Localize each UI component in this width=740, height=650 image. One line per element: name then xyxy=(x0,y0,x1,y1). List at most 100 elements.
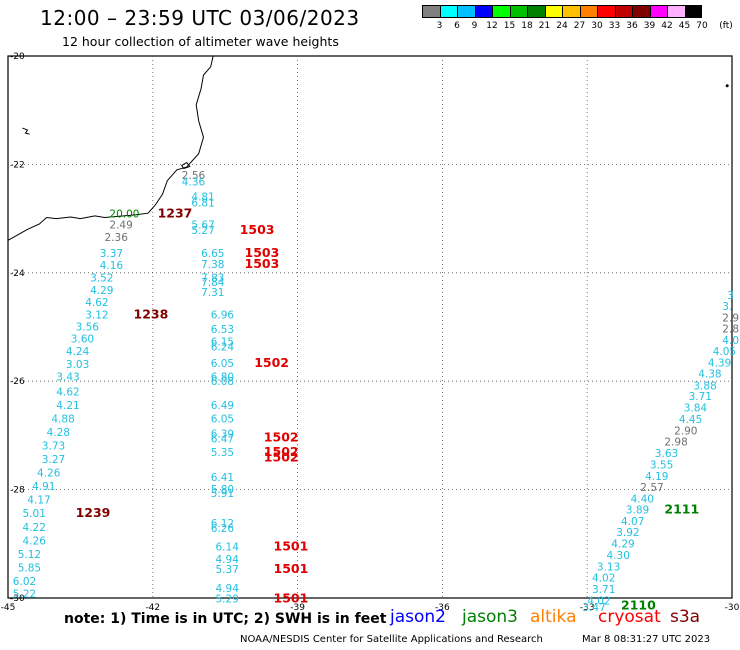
satellite-legend-jason3: jason3 xyxy=(462,607,518,627)
coastline xyxy=(7,55,729,241)
color-scale-label: 27 xyxy=(573,21,586,31)
pass-time-label: 1237 xyxy=(158,206,193,221)
wave-height-label: 3.55 xyxy=(650,460,673,472)
wave-height-label: 4.88 xyxy=(51,413,74,425)
wave-height-label: 3 xyxy=(727,290,734,302)
wave-height-label: 4.28 xyxy=(47,427,70,439)
wave-height-label: 5.67 xyxy=(191,219,214,231)
color-swatch xyxy=(457,5,475,18)
color-scale-label: 39 xyxy=(643,21,656,31)
pass-time-label: 1503 xyxy=(240,222,275,237)
pass-time-label: 1502 xyxy=(264,429,299,444)
pass-time-label: 1502 xyxy=(264,449,299,464)
island xyxy=(725,84,729,88)
wave-height-label: 20.00 xyxy=(109,209,139,221)
color-scale-label: 30 xyxy=(591,21,603,31)
map-grid xyxy=(7,55,733,599)
wave-height-label: 2.9 xyxy=(722,313,739,325)
axis-labels: -20-22-24-26-28-30-45 -42 -39 -36 -33 -30 xyxy=(1,52,740,613)
color-swatch xyxy=(422,5,440,18)
wave-height-label: 3.63 xyxy=(655,448,678,460)
color-scale-label: 24 xyxy=(556,21,568,31)
longitude-label: -36 xyxy=(435,603,450,613)
wave-height-label: 6.49 xyxy=(211,400,234,412)
wave-height-label: 6.65 xyxy=(201,248,224,260)
wave-height-label: 3.47 xyxy=(582,602,605,614)
wave-height-label: 2.56 xyxy=(182,170,206,182)
wave-height-label: 3.73 xyxy=(42,441,65,453)
pass-time-label: 2111 xyxy=(664,501,699,516)
color-swatch xyxy=(492,5,510,18)
wave-height-label: 3.27 xyxy=(42,454,65,466)
longitude-label: -45 xyxy=(1,603,16,613)
color-scale-labels: 3 6 9 12 15 18 21 24 27 30 33 36 39 42 45 70 (ft) xyxy=(422,21,740,35)
map-frame xyxy=(7,55,733,599)
wave-height-label: 3.12 xyxy=(85,309,108,321)
wave-height-label: 4.62 xyxy=(85,297,108,309)
color-swatch xyxy=(544,5,562,18)
wave-height-label: 2.57 xyxy=(640,482,663,494)
pass-time-label: 1503 xyxy=(245,245,280,260)
pass-time-label: 1501 xyxy=(274,561,309,576)
color-scale-label: 9 xyxy=(471,21,478,31)
color-scale-label: 6 xyxy=(454,21,460,31)
wave-height-label: 4.07 xyxy=(621,516,644,528)
wave-height-label: 4.21 xyxy=(56,400,79,412)
latitude-label: -26 xyxy=(10,377,25,387)
wave-height-label: 4.81 xyxy=(191,192,214,204)
wave-height-label: 4.29 xyxy=(90,285,113,297)
color-swatch xyxy=(562,5,580,18)
island xyxy=(22,127,30,135)
satellite-legend-altika: altika xyxy=(530,607,577,627)
wave-height-label: 3.71 xyxy=(592,584,615,596)
wave-height-label: 4.39 xyxy=(708,358,731,370)
latitude-label: -20 xyxy=(10,52,25,62)
wave-height-label: 5.37 xyxy=(216,564,239,576)
wave-height-label: 4.45 xyxy=(679,414,702,426)
wave-height-label: 3.92 xyxy=(616,527,639,539)
wave-height-label: 4.94 xyxy=(216,583,240,595)
wave-height-label: 2.90 xyxy=(674,425,697,437)
latitude-label: -24 xyxy=(10,269,25,279)
wave-height-label: 7.31 xyxy=(201,287,224,299)
pass-time-label: 1503 xyxy=(245,256,280,271)
wave-height-label: 5.91 xyxy=(211,488,234,500)
wave-height-label: 4.29 xyxy=(611,539,634,551)
color-scale-label: 15 xyxy=(503,21,516,31)
latitude-label: -28 xyxy=(10,486,25,496)
longitude-label: -39 xyxy=(290,603,305,613)
color-swatch xyxy=(439,5,457,18)
wave-height-label: 6.15 xyxy=(211,336,234,348)
wave-height-label: 6.02 xyxy=(13,576,36,588)
wave-height-label: 7.38 xyxy=(201,259,224,271)
wave-height-label: 5.80 xyxy=(211,484,234,496)
wave-height-label: 6.26 xyxy=(211,523,235,535)
wave-height-label: 6.08 xyxy=(211,376,234,388)
pass-time-label: 1501 xyxy=(274,538,309,553)
wave-height-label: 3.37 xyxy=(100,248,123,260)
longitude-label: -30 xyxy=(725,603,740,613)
color-swatch xyxy=(509,5,527,18)
wave-height-label: 6.39 xyxy=(211,429,234,441)
wave-height-label: 4.62 xyxy=(56,386,79,398)
coastline-path xyxy=(7,55,214,241)
satellite-legend-jason2: jason2 xyxy=(390,607,446,627)
page-title: 12:00 – 23:59 UTC 03/06/2023 xyxy=(40,6,360,30)
wave-height-label: 3.43 xyxy=(56,372,79,384)
color-swatch xyxy=(649,5,667,18)
wave-height-label: 6.81 xyxy=(191,198,214,210)
satellite-legend-s3a: s3a xyxy=(670,607,701,627)
color-swatch xyxy=(632,5,650,18)
wave-height-label: 4.26 xyxy=(23,535,47,547)
color-swatch xyxy=(597,5,615,18)
wave-height-label: 6.12 xyxy=(211,518,234,530)
longitude-label: -33 xyxy=(580,603,595,613)
color-scale-label: 21 xyxy=(538,21,551,31)
latitude-label: -22 xyxy=(10,160,25,170)
color-scale-label: 36 xyxy=(626,21,638,31)
wave-height-label: 6.24 xyxy=(211,341,235,353)
color-scale-label: 45 xyxy=(678,21,691,31)
wave-height-label: 5.29 xyxy=(216,593,239,605)
satellite-legend-cryosat: cryosat xyxy=(598,607,661,627)
